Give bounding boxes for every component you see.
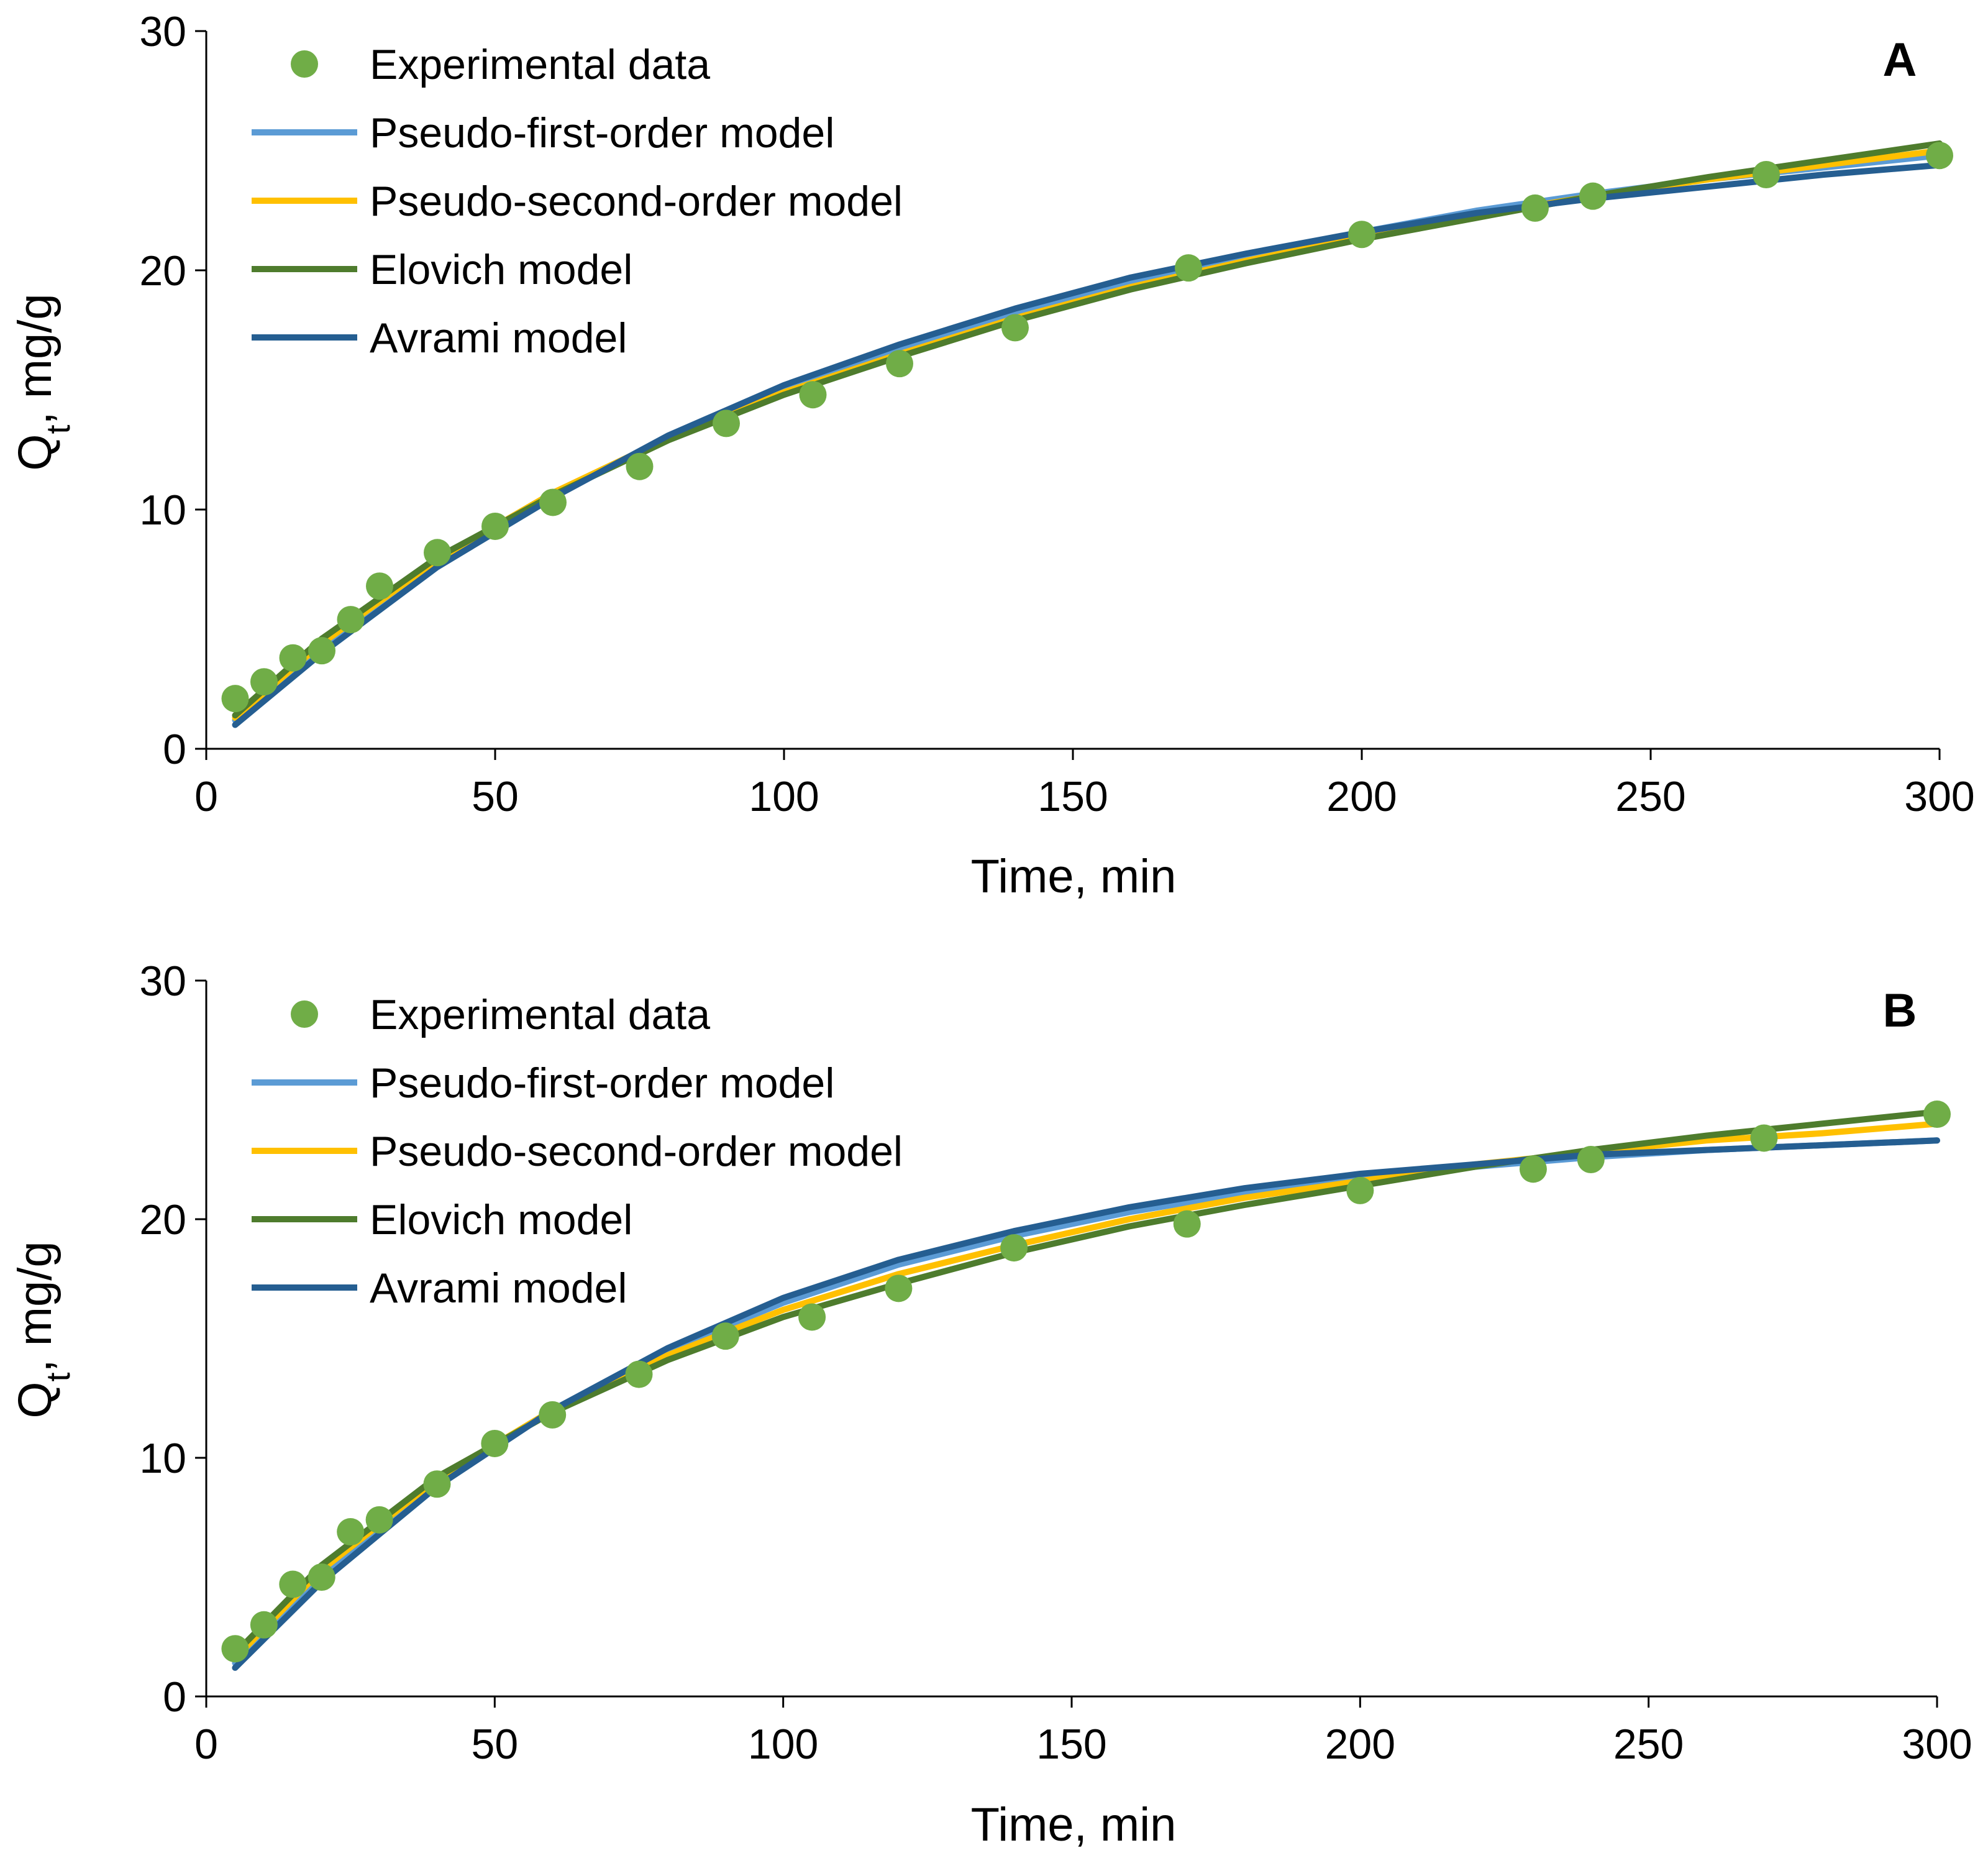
panel-label-a: A <box>1883 34 1917 86</box>
series-line-elovich-model <box>232 1109 1940 1657</box>
data-point <box>885 1275 913 1302</box>
data-point <box>1521 194 1549 222</box>
data-point <box>798 1303 826 1331</box>
data-point <box>1579 182 1607 210</box>
panel-label-b: B <box>1883 984 1917 1037</box>
data-point <box>1000 1234 1028 1262</box>
y-tick-label: 0 <box>163 1673 186 1721</box>
x-tick-label: 250 <box>1613 1721 1684 1768</box>
data-point <box>886 350 913 378</box>
data-point <box>279 1570 307 1598</box>
x-tick-label: 250 <box>1615 773 1685 820</box>
y-axis-title: Qt, mg/g <box>9 293 77 470</box>
x-axis-title: Time, min <box>971 1798 1177 1851</box>
x-tick-label: 300 <box>1902 1721 1972 1768</box>
series-line-elovich-model <box>232 140 1943 719</box>
data-point <box>1577 1146 1605 1173</box>
y-tick-label: 30 <box>139 8 186 55</box>
data-point <box>1923 1101 1951 1128</box>
series-line-pseudo-first-order-model <box>232 152 1943 723</box>
legend-label: Elovich model <box>370 246 632 293</box>
x-tick-label: 200 <box>1326 773 1397 820</box>
data-point <box>221 1635 249 1663</box>
legend-label: Pseudo-second-order model <box>370 1128 903 1175</box>
y-tick-label: 0 <box>163 726 186 773</box>
data-point <box>250 1611 278 1639</box>
data-point <box>1346 1176 1374 1204</box>
x-axis-title: Time, min <box>971 850 1177 903</box>
legend-label: Pseudo-second-order model <box>370 178 903 225</box>
data-point <box>1519 1155 1547 1183</box>
x-tick-label: 100 <box>748 1721 818 1768</box>
data-point <box>799 381 827 409</box>
data-point <box>1175 254 1202 282</box>
legend-marker <box>291 1000 318 1028</box>
data-point <box>626 452 654 480</box>
data-point <box>1753 161 1780 188</box>
data-point <box>424 539 451 567</box>
x-tick-label: 50 <box>472 773 519 820</box>
legend-label: Elovich model <box>370 1196 632 1243</box>
y-tick-label: 10 <box>139 1435 186 1482</box>
data-point <box>1348 221 1375 249</box>
x-tick-label: 150 <box>1037 773 1108 820</box>
legend-label: Experimental data <box>370 41 710 88</box>
data-point <box>308 637 335 665</box>
x-tick-label: 0 <box>194 1721 218 1768</box>
legend: Experimental data Pseudo-first-order mode… <box>252 41 903 362</box>
x-tick-label: 300 <box>1904 773 1974 820</box>
data-point <box>539 1401 567 1429</box>
x-tick-label: 50 <box>472 1721 519 1768</box>
series-line-pseudo-second-order-model <box>232 147 1943 721</box>
data-point <box>1926 142 1953 170</box>
x-tick-label: 200 <box>1325 1721 1395 1768</box>
legend-label: Avrami model <box>370 314 627 362</box>
legend-marker <box>291 50 318 78</box>
data-point <box>625 1360 653 1388</box>
data-point <box>221 685 249 713</box>
x-tick-label: 100 <box>749 773 819 820</box>
y-tick-label: 20 <box>139 1196 186 1243</box>
data-point <box>1173 1210 1201 1238</box>
data-point <box>481 1429 509 1457</box>
data-point <box>713 410 740 437</box>
data-point <box>423 1470 451 1498</box>
data-point <box>337 1518 365 1546</box>
data-point <box>365 1506 393 1534</box>
y-tick-label: 20 <box>139 247 186 295</box>
x-tick-label: 0 <box>194 773 218 820</box>
legend-label: Avrami model <box>370 1265 627 1312</box>
legend-label: Pseudo-first-order model <box>370 1059 834 1107</box>
data-point <box>711 1322 739 1350</box>
legend-label: Pseudo-first-order model <box>370 109 834 157</box>
data-point <box>337 606 365 634</box>
data-point <box>279 644 307 672</box>
y-axis-title: Qt, mg/g <box>9 1241 77 1418</box>
data-point <box>1001 314 1029 342</box>
data-point <box>250 668 278 696</box>
y-tick-label: 10 <box>139 487 186 534</box>
data-point <box>481 512 509 540</box>
data-point <box>539 488 567 516</box>
legend-label: Experimental data <box>370 991 710 1038</box>
data-point <box>308 1563 335 1591</box>
data-point <box>1750 1124 1778 1152</box>
data-point <box>366 572 393 600</box>
legend: Experimental data Pseudo-first-order mode… <box>252 991 903 1312</box>
x-tick-label: 150 <box>1036 1721 1106 1768</box>
y-tick-label: 30 <box>139 958 186 1005</box>
